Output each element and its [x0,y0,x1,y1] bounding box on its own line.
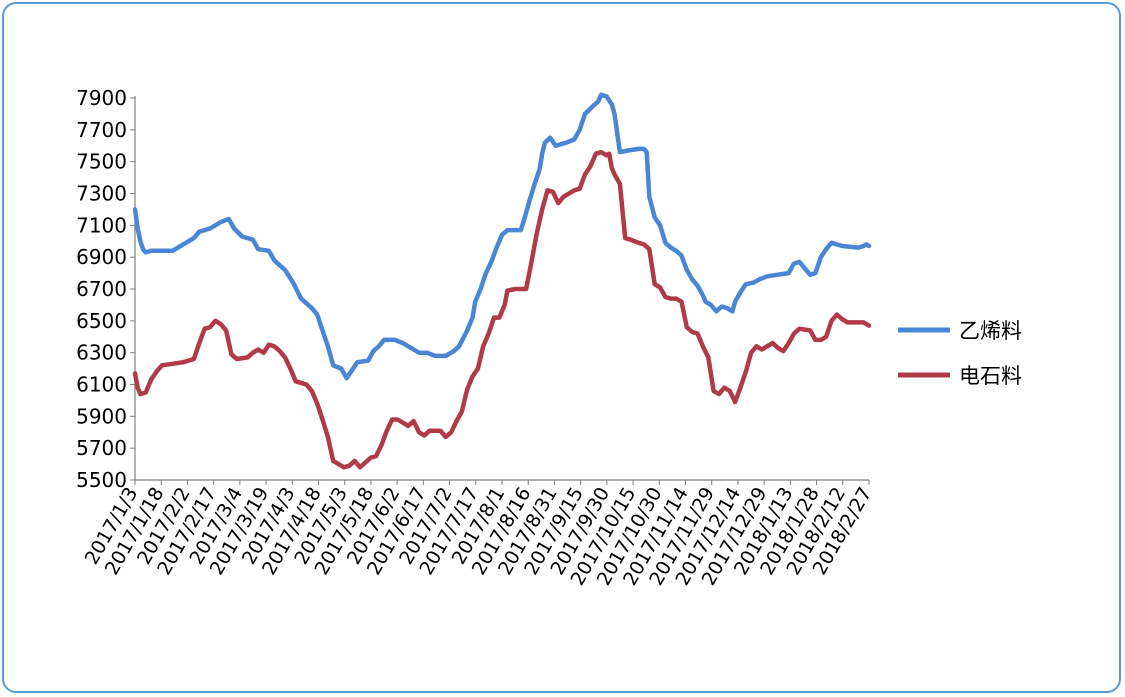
y-tick-label: 6900 [76,245,127,269]
y-tick-label: 7500 [76,150,127,174]
x-axis: 2017/1/32017/1/182017/2/22017/2/172017/3… [81,479,876,589]
series-layer [132,92,872,470]
y-tick-label: 6500 [76,309,127,333]
y-tick-label: 7900 [76,86,127,110]
y-tick-label: 5900 [76,404,127,428]
y-tick-label: 6700 [76,277,127,301]
y-axis: 5500 5700 5900 6100 6300 6500 6700 6900 7100 7300… [76,86,136,492]
y-tick-label: 7700 [76,118,127,142]
line-chart: 5500 5700 5900 6100 6300 6500 6700 6900 7100 7300… [76,86,1022,589]
series-line-0 [132,92,872,381]
y-tick-label: 6300 [76,341,127,365]
y-tick-label: 6100 [76,373,127,397]
legend-label-0: 乙烯料 [959,319,1022,343]
y-tick-label: 7300 [76,182,127,206]
series-line-1 [132,149,872,470]
y-tick-label: 5500 [76,468,127,492]
legend-label-1: 电石料 [959,364,1022,388]
y-tick-label: 7100 [76,213,127,237]
y-tick-label: 5700 [76,436,127,460]
